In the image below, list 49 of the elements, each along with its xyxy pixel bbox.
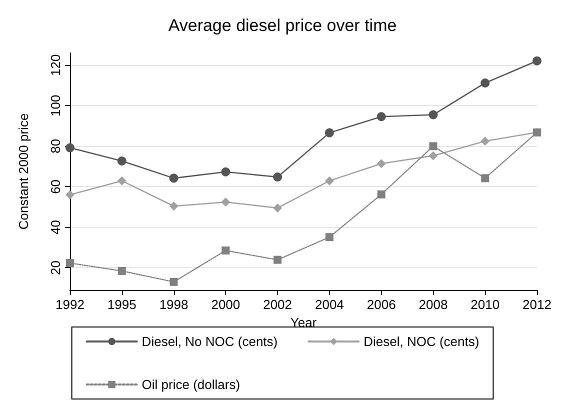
legend-label: Oil price (dollars) — [142, 377, 240, 392]
x-tick-label: 2010 — [470, 297, 500, 312]
point — [66, 190, 74, 200]
y-tick-label: 60 — [48, 179, 63, 194]
point — [324, 128, 334, 138]
point — [376, 112, 386, 122]
point — [428, 151, 438, 160]
point — [429, 142, 438, 150]
point — [532, 56, 542, 66]
x-tick-label: 1998 — [159, 297, 188, 312]
point — [66, 259, 74, 268]
point — [480, 78, 490, 88]
point — [325, 233, 334, 242]
point — [169, 202, 178, 211]
point — [377, 190, 386, 198]
point — [274, 256, 282, 264]
legend-label: Diesel, No NOC (cents) — [142, 334, 278, 349]
chart-title: Average diesel price over time — [168, 16, 397, 35]
point — [66, 143, 74, 152]
point — [324, 176, 334, 186]
y-tick-label: 120 — [48, 54, 63, 76]
point — [170, 278, 178, 286]
x-tick-label: 1995 — [107, 297, 136, 312]
y-axis-title: Constant 2000 price — [16, 113, 31, 230]
point — [480, 136, 490, 146]
x-tick-label: 2012 — [522, 297, 552, 312]
point — [273, 172, 282, 182]
y-tick-label: 20 — [48, 260, 63, 275]
legend-label: Diesel, NOC (cents) — [364, 334, 480, 349]
x-tick-label: 2000 — [211, 297, 240, 312]
point — [117, 156, 126, 166]
x-tick-label: 2004 — [314, 297, 344, 312]
point — [273, 203, 282, 212]
point — [118, 266, 126, 275]
y-tick-label: 80 — [48, 138, 63, 154]
point — [428, 110, 438, 120]
y-tick-label: 100 — [48, 94, 63, 117]
x-tick-label: 2006 — [366, 297, 396, 312]
x-tick-label: 1992 — [56, 297, 84, 312]
point — [376, 159, 386, 168]
point — [481, 174, 490, 182]
point — [169, 174, 178, 183]
point — [221, 167, 230, 176]
y-tick-label: 40 — [48, 220, 63, 234]
x-tick-label: 2008 — [418, 297, 448, 312]
point — [117, 176, 126, 186]
point — [222, 246, 230, 254]
point — [221, 198, 230, 207]
x-tick-label: 2002 — [263, 297, 292, 312]
